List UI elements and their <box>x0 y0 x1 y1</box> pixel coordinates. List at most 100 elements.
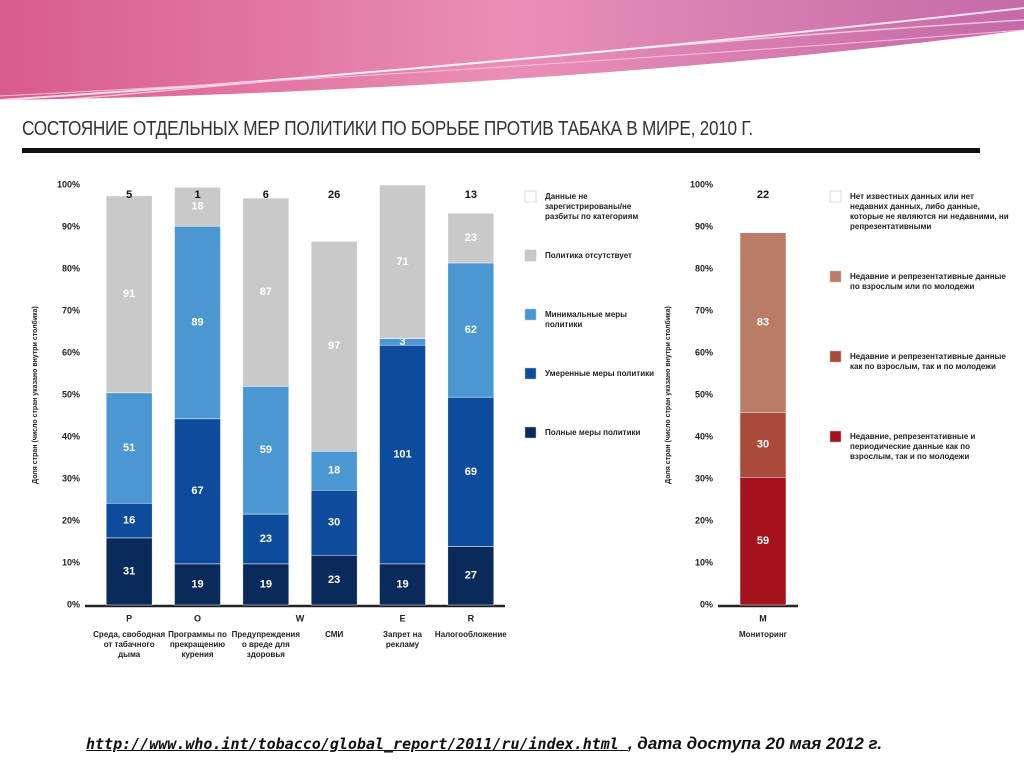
bar-segment <box>447 184 495 214</box>
category-letter: P <box>126 613 132 623</box>
y-tick-label: 50% <box>62 389 80 399</box>
y-tick-label: 20% <box>695 515 713 525</box>
bar-segment <box>739 232 787 413</box>
y-tick-label: 40% <box>695 431 713 441</box>
bar-segment <box>379 563 426 606</box>
data-label: 19 <box>260 578 272 590</box>
title-rule <box>22 148 980 153</box>
bar-segment <box>242 513 290 565</box>
y-tick-label: 60% <box>695 347 713 357</box>
source-link[interactable]: http://www.who.int/tobacco/global_report… <box>86 735 628 753</box>
data-label: 3 <box>399 336 405 348</box>
data-label: 6 <box>263 189 269 201</box>
x-tick-label: Налогообложение <box>434 630 507 639</box>
legend-label: Политика отсутствует <box>545 251 632 260</box>
data-label: 23 <box>260 533 272 545</box>
legend-label: Умеренные меры политики <box>545 369 655 378</box>
data-label: 97 <box>328 340 340 352</box>
data-label: 18 <box>328 465 340 477</box>
bar-segment <box>242 184 290 199</box>
y-tick-label: 30% <box>62 473 80 483</box>
y-tick-label: 100% <box>690 179 713 189</box>
category-letter: E <box>399 613 405 623</box>
data-label: 5 <box>126 189 132 201</box>
legend-swatch <box>524 308 537 321</box>
legend-label: Недавние, репрезентативные и периодическ… <box>850 432 976 461</box>
data-label: 67 <box>191 485 203 497</box>
legend-label: Данные не зарегистрированы/не разбиты по… <box>545 192 639 221</box>
x-tick-label: Программы по прекращению курения <box>168 630 227 659</box>
x-tick-label: Мониторинг <box>739 630 787 639</box>
footer: http://www.who.int/tobacco/global_report… <box>86 734 882 754</box>
x-tick-label: Предупреждения о вреде для здоровья <box>231 630 301 659</box>
data-label: 101 <box>393 448 411 460</box>
y-tick-label: 0% <box>700 599 713 609</box>
data-label: 13 <box>465 189 477 201</box>
legend-swatch <box>524 426 537 439</box>
legend-swatch <box>829 350 842 363</box>
y-tick-label: 70% <box>62 305 80 315</box>
category-letter: M <box>759 613 767 623</box>
y-tick-label: 0% <box>67 599 80 609</box>
bar-segment <box>379 184 426 339</box>
bar-segment <box>739 412 787 478</box>
header-decoration <box>0 0 1024 101</box>
legend-swatch <box>524 249 537 262</box>
data-label: 59 <box>757 535 769 547</box>
category-letter: W <box>296 613 305 623</box>
bar-segment <box>174 225 221 420</box>
data-label: 87 <box>260 286 272 298</box>
bar-segment <box>447 396 495 547</box>
y-tick-label: 90% <box>695 221 713 231</box>
data-label: 18 <box>191 201 203 213</box>
data-label: 22 <box>757 189 769 201</box>
y-tick-label: 40% <box>62 431 80 441</box>
legend-swatch <box>829 430 842 443</box>
data-label: 23 <box>465 232 477 244</box>
data-label: 30 <box>757 439 769 451</box>
data-label: 69 <box>465 466 477 478</box>
chart-title: СОСТОЯНИЕ ОТДЕЛЬНЫХ МЕР ПОЛИТИКИ ПО БОРЬ… <box>22 118 753 140</box>
y-axis-label: Доля стран (число стран указано внутри с… <box>31 306 39 484</box>
data-label: 19 <box>191 578 203 590</box>
x-tick-label: Среда, свободная от табачного дыма <box>93 630 166 659</box>
bar-segment <box>310 451 358 491</box>
bar-segment <box>242 563 290 606</box>
bar-segment <box>174 184 221 188</box>
bar-segment <box>310 184 358 242</box>
access-date: , дата доступа 20 мая 2012 г. <box>627 734 883 753</box>
y-tick-label: 30% <box>695 473 713 483</box>
legend-label: Недавние и репрезентативные данные как п… <box>850 352 1006 371</box>
bar-segment <box>174 563 221 606</box>
y-tick-label: 80% <box>62 263 80 273</box>
data-label: 62 <box>465 324 477 336</box>
bar-segment <box>310 554 358 606</box>
bar-segment <box>242 197 290 387</box>
data-label: 89 <box>191 316 203 328</box>
legend-swatch <box>829 270 842 283</box>
legend-swatch <box>524 367 537 380</box>
data-label: 91 <box>123 288 135 300</box>
y-axis-label: Доля стран (число стран указано внутри с… <box>664 306 672 484</box>
bar-segment <box>105 392 153 504</box>
data-label: 1 <box>194 189 200 201</box>
bar-segment <box>242 386 290 515</box>
y-tick-label: 20% <box>62 515 80 525</box>
bar-segment <box>105 184 153 197</box>
data-label: 23 <box>328 574 340 586</box>
bar-segment <box>174 186 221 227</box>
y-tick-label: 100% <box>57 179 80 189</box>
y-tick-label: 70% <box>695 305 713 315</box>
bar-segment <box>739 184 787 233</box>
y-tick-label: 80% <box>695 263 713 273</box>
legend-label: Недавние и репрезентативные данные по вз… <box>850 272 1006 291</box>
bar-segment <box>739 477 787 606</box>
data-label: 59 <box>260 444 272 456</box>
category-letter: O <box>194 613 201 623</box>
x-tick-label: СМИ <box>325 630 344 639</box>
category-letter: R <box>468 613 475 623</box>
y-tick-label: 50% <box>695 389 713 399</box>
bar-segment <box>174 418 221 565</box>
